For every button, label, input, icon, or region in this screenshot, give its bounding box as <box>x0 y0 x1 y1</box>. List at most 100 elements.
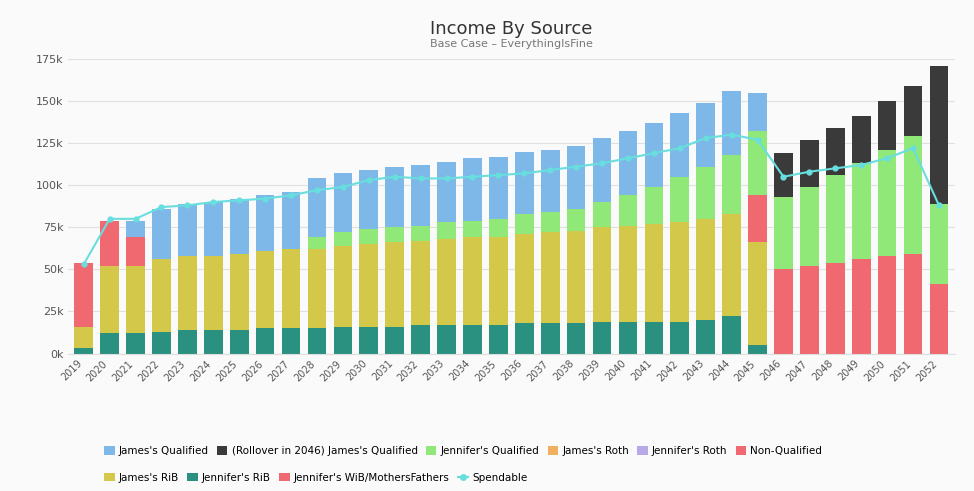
Bar <box>437 222 456 239</box>
Bar <box>489 219 507 237</box>
Bar <box>541 150 559 212</box>
Bar <box>904 86 922 136</box>
Bar <box>541 232 559 323</box>
Bar <box>230 199 248 254</box>
Bar <box>489 237 507 325</box>
Bar <box>515 234 534 323</box>
Bar <box>437 325 456 354</box>
Bar <box>411 225 430 241</box>
Bar <box>411 241 430 325</box>
Bar <box>618 225 637 322</box>
Bar <box>386 327 404 354</box>
Bar <box>567 231 585 323</box>
Bar <box>670 113 690 177</box>
Bar <box>826 128 844 175</box>
Bar <box>723 214 741 317</box>
Bar <box>74 349 94 354</box>
Bar <box>723 91 741 155</box>
Bar <box>774 270 793 354</box>
Bar <box>359 170 378 229</box>
Bar <box>437 162 456 222</box>
Bar <box>178 204 197 256</box>
Bar <box>464 158 482 220</box>
Bar <box>800 266 819 354</box>
Text: Base Case – EverythingIsFine: Base Case – EverythingIsFine <box>430 39 593 49</box>
Bar <box>645 123 663 187</box>
Bar <box>826 175 844 263</box>
Bar <box>774 153 793 197</box>
Bar <box>359 229 378 244</box>
Bar <box>281 328 300 354</box>
Bar <box>464 220 482 237</box>
Bar <box>567 323 585 354</box>
Bar <box>308 328 326 354</box>
Bar <box>904 254 922 354</box>
Bar <box>748 243 767 345</box>
Bar <box>904 136 922 254</box>
Bar <box>74 327 94 349</box>
Bar <box>515 214 534 234</box>
Bar <box>204 202 223 256</box>
Bar <box>723 317 741 354</box>
Bar <box>515 152 534 214</box>
Bar <box>929 204 949 284</box>
Bar <box>748 195 767 243</box>
Bar <box>100 266 119 333</box>
Bar <box>204 330 223 354</box>
Bar <box>204 256 223 330</box>
Bar <box>800 140 819 187</box>
Bar <box>593 227 612 322</box>
Bar <box>230 330 248 354</box>
Bar <box>489 325 507 354</box>
Bar <box>774 197 793 270</box>
Bar <box>645 187 663 224</box>
Bar <box>593 322 612 354</box>
Bar <box>281 192 300 249</box>
Bar <box>178 256 197 330</box>
Bar <box>878 256 896 354</box>
Title: Income By Source: Income By Source <box>431 20 592 38</box>
Bar <box>489 157 507 219</box>
Bar <box>152 259 170 331</box>
Bar <box>386 243 404 327</box>
Bar <box>230 254 248 330</box>
Bar <box>723 155 741 214</box>
Bar <box>541 323 559 354</box>
Bar <box>670 222 690 322</box>
Legend: James's RiB, Jennifer's RiB, Jennifer's WiB/MothersFathers, Spendable: James's RiB, Jennifer's RiB, Jennifer's … <box>100 468 532 487</box>
Bar <box>593 202 612 227</box>
Bar <box>333 232 353 246</box>
Bar <box>852 164 871 259</box>
Bar <box>618 131 637 195</box>
Bar <box>333 173 353 232</box>
Bar <box>748 345 767 354</box>
Bar <box>696 103 715 166</box>
Bar <box>670 322 690 354</box>
Bar <box>359 327 378 354</box>
Bar <box>127 237 145 266</box>
Bar <box>100 333 119 354</box>
Bar <box>411 165 430 225</box>
Bar <box>878 101 896 150</box>
Bar <box>618 322 637 354</box>
Bar <box>567 209 585 231</box>
Bar <box>464 237 482 325</box>
Bar <box>515 323 534 354</box>
Bar <box>256 251 275 328</box>
Bar <box>308 237 326 249</box>
Bar <box>696 320 715 354</box>
Bar <box>826 263 844 354</box>
Bar <box>386 166 404 227</box>
Bar <box>696 219 715 320</box>
Bar <box>178 330 197 354</box>
Bar <box>152 331 170 354</box>
Bar <box>256 328 275 354</box>
Bar <box>127 220 145 237</box>
Bar <box>464 325 482 354</box>
Bar <box>74 263 94 327</box>
Bar <box>670 177 690 222</box>
Bar <box>567 146 585 209</box>
Bar <box>852 259 871 354</box>
Bar <box>748 131 767 195</box>
Bar <box>437 239 456 325</box>
